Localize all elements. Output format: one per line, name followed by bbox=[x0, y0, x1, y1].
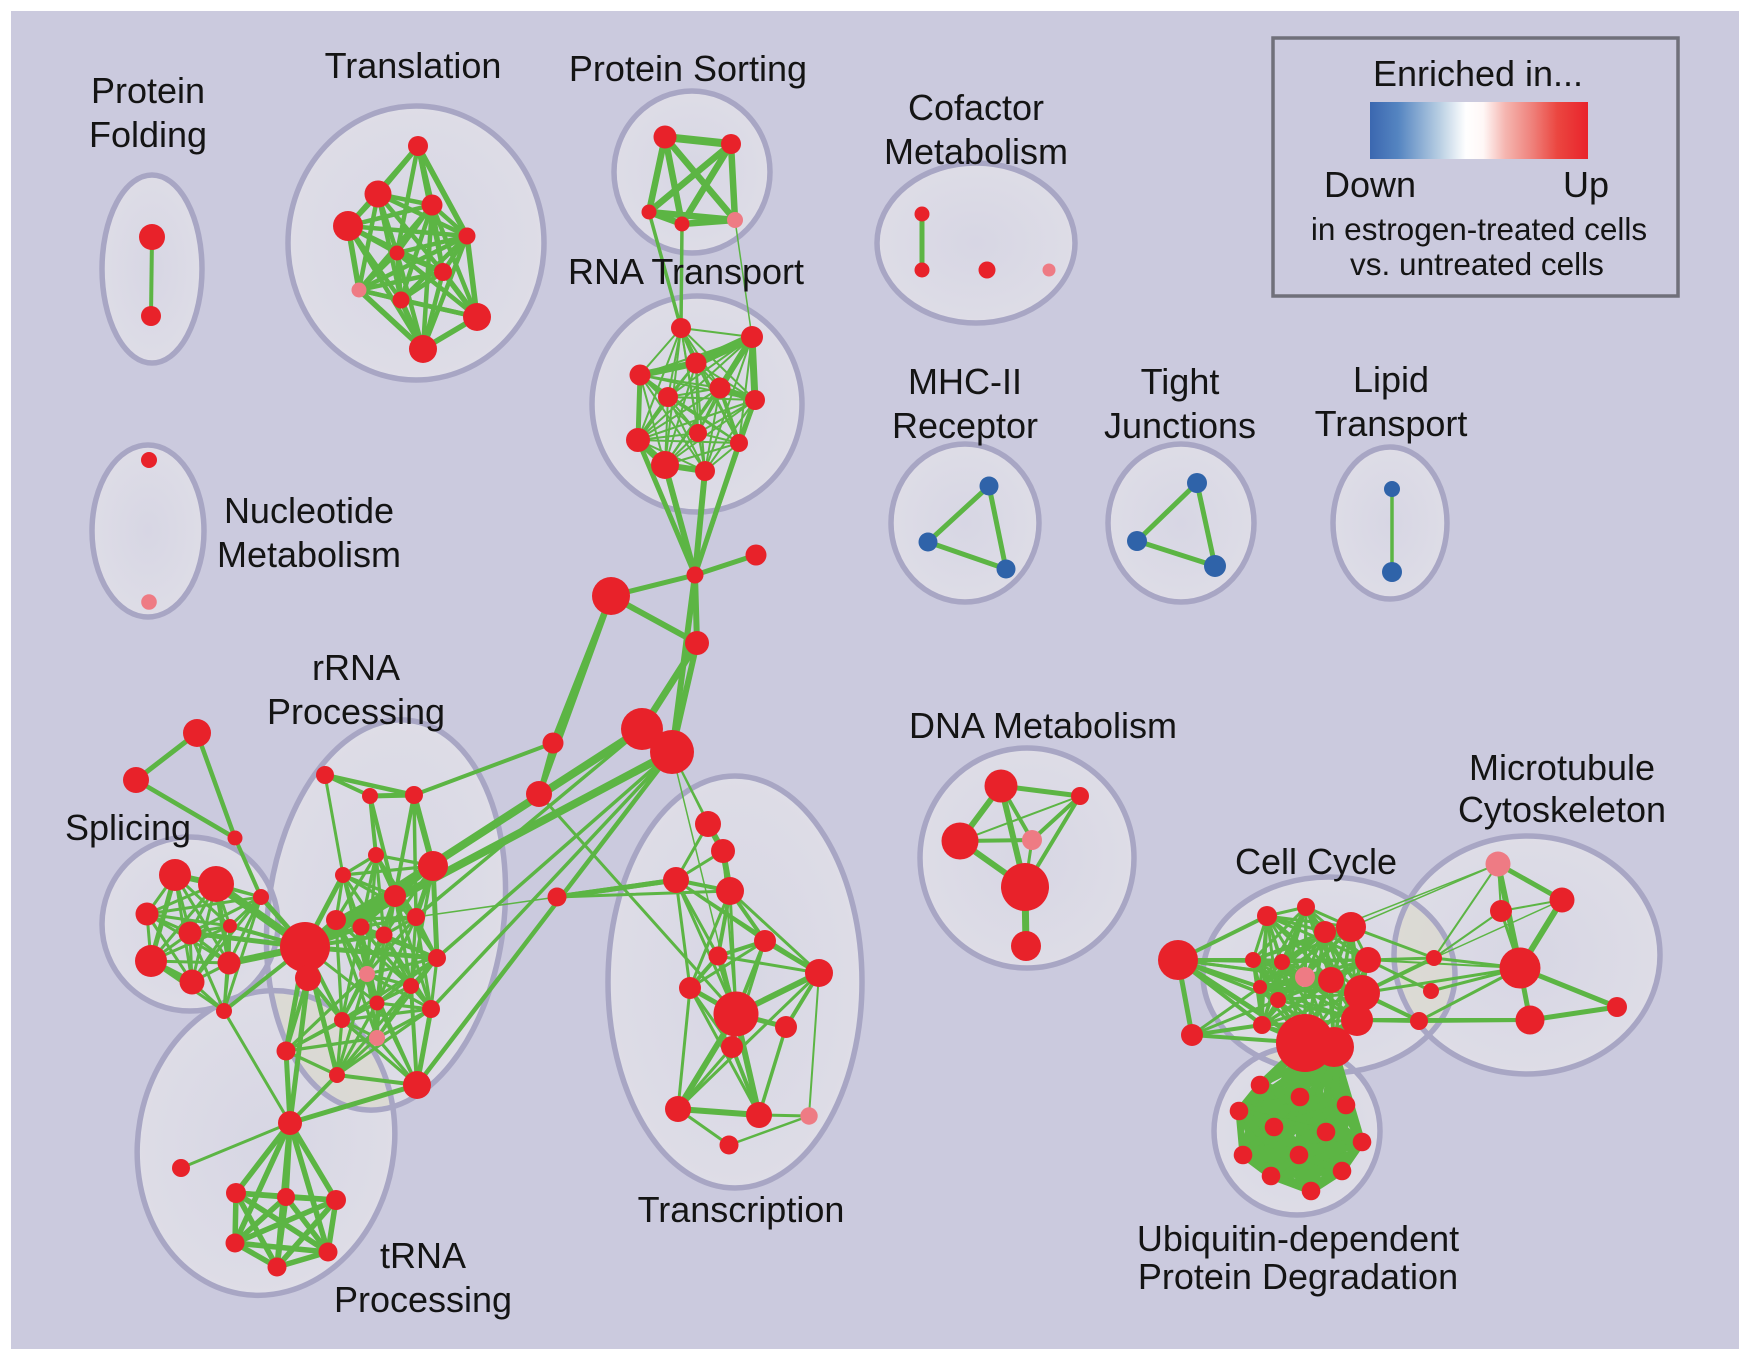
svg-text:Protein Sorting: Protein Sorting bbox=[569, 48, 807, 89]
svg-text:Junctions: Junctions bbox=[1104, 405, 1256, 446]
svg-text:Protein: Protein bbox=[91, 70, 205, 111]
svg-text:in estrogen-treated cells: in estrogen-treated cells bbox=[1311, 211, 1647, 247]
svg-text:DNA Metabolism: DNA Metabolism bbox=[909, 705, 1177, 746]
svg-text:Microtubule: Microtubule bbox=[1469, 747, 1655, 788]
svg-text:Protein Degradation: Protein Degradation bbox=[1138, 1256, 1458, 1297]
svg-text:Processing: Processing bbox=[267, 691, 445, 732]
svg-text:Metabolism: Metabolism bbox=[217, 534, 401, 575]
svg-text:Up: Up bbox=[1563, 164, 1609, 205]
svg-text:vs. untreated cells: vs. untreated cells bbox=[1350, 246, 1604, 282]
svg-text:Cytoskeleton: Cytoskeleton bbox=[1458, 789, 1666, 830]
svg-text:Enriched in...: Enriched in... bbox=[1373, 53, 1583, 94]
svg-text:Down: Down bbox=[1324, 164, 1416, 205]
svg-text:Nucleotide: Nucleotide bbox=[224, 490, 394, 531]
svg-text:MHC-II: MHC-II bbox=[908, 361, 1022, 402]
svg-text:rRNA: rRNA bbox=[312, 647, 400, 688]
svg-text:Lipid: Lipid bbox=[1353, 359, 1429, 400]
svg-text:Receptor: Receptor bbox=[892, 405, 1038, 446]
svg-text:Transport: Transport bbox=[1315, 403, 1468, 444]
svg-text:Transcription: Transcription bbox=[638, 1189, 845, 1230]
svg-text:Splicing: Splicing bbox=[65, 807, 191, 848]
svg-text:Metabolism: Metabolism bbox=[884, 131, 1068, 172]
svg-text:RNA Transport: RNA Transport bbox=[568, 251, 804, 292]
svg-text:Cofactor: Cofactor bbox=[908, 87, 1044, 128]
svg-text:Ubiquitin-dependent: Ubiquitin-dependent bbox=[1137, 1218, 1459, 1259]
svg-text:Translation: Translation bbox=[325, 45, 502, 86]
svg-text:tRNA: tRNA bbox=[380, 1235, 466, 1276]
svg-text:Folding: Folding bbox=[89, 114, 207, 155]
svg-text:Tight: Tight bbox=[1141, 361, 1220, 402]
svg-text:Processing: Processing bbox=[334, 1279, 512, 1320]
svg-text:Cell Cycle: Cell Cycle bbox=[1235, 841, 1397, 882]
